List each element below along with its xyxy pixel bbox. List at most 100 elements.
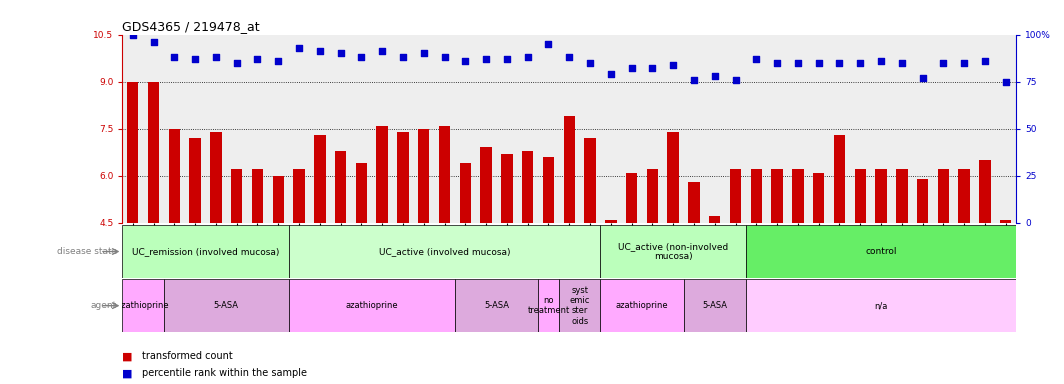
- Bar: [272, 176, 284, 223]
- Bar: [959, 169, 970, 223]
- Point: [894, 60, 911, 66]
- Text: 5-ASA: 5-ASA: [214, 301, 238, 310]
- Bar: [683, 279, 746, 332]
- Point: [997, 79, 1014, 85]
- Point: [332, 50, 349, 56]
- Point: [456, 58, 473, 64]
- Bar: [937, 169, 949, 223]
- Bar: [917, 179, 928, 223]
- Bar: [564, 116, 575, 223]
- Bar: [189, 138, 201, 223]
- Bar: [854, 169, 866, 223]
- Bar: [600, 279, 683, 332]
- Text: azathioprine: azathioprine: [346, 301, 398, 310]
- Point: [312, 48, 329, 55]
- Bar: [688, 182, 700, 223]
- Text: GDS4365 / 219478_at: GDS4365 / 219478_at: [122, 20, 260, 33]
- Bar: [793, 169, 803, 223]
- Bar: [771, 169, 783, 223]
- Text: percentile rank within the sample: percentile rank within the sample: [142, 368, 306, 378]
- Point: [851, 60, 868, 66]
- Point: [539, 41, 556, 47]
- Bar: [231, 169, 243, 223]
- Point: [810, 60, 827, 66]
- Bar: [896, 169, 908, 223]
- Point: [789, 60, 807, 66]
- Bar: [288, 225, 600, 278]
- Point: [478, 56, 495, 62]
- Point: [914, 75, 931, 81]
- Bar: [979, 160, 991, 223]
- Text: ■: ■: [122, 368, 133, 378]
- Point: [644, 65, 661, 71]
- Point: [768, 60, 785, 66]
- Bar: [730, 169, 742, 223]
- Bar: [746, 279, 1016, 332]
- Bar: [626, 172, 637, 223]
- Point: [561, 54, 578, 60]
- Bar: [480, 147, 492, 223]
- Point: [166, 54, 183, 60]
- Bar: [252, 169, 263, 223]
- Point: [602, 71, 619, 77]
- Bar: [647, 169, 659, 223]
- Point: [415, 50, 432, 56]
- Bar: [288, 279, 455, 332]
- Text: azathioprine: azathioprine: [616, 301, 668, 310]
- Bar: [397, 132, 409, 223]
- Bar: [460, 163, 471, 223]
- Point: [353, 54, 370, 60]
- Bar: [667, 132, 679, 223]
- Point: [373, 48, 390, 55]
- Point: [977, 58, 994, 64]
- Point: [498, 56, 515, 62]
- Text: UC_remission (involved mucosa): UC_remission (involved mucosa): [132, 247, 279, 256]
- Bar: [522, 151, 533, 223]
- Bar: [438, 126, 450, 223]
- Point: [727, 77, 744, 83]
- Point: [582, 60, 599, 66]
- Point: [249, 56, 266, 62]
- Text: UC_active (non-involved
mucosa): UC_active (non-involved mucosa): [618, 242, 728, 261]
- Bar: [834, 135, 845, 223]
- Bar: [127, 82, 138, 223]
- Text: ■: ■: [122, 351, 133, 361]
- Bar: [335, 151, 346, 223]
- Point: [519, 54, 536, 60]
- Point: [935, 60, 952, 66]
- Bar: [211, 132, 221, 223]
- Bar: [377, 126, 388, 223]
- Bar: [538, 279, 559, 332]
- Point: [228, 60, 245, 66]
- Point: [872, 58, 890, 64]
- Point: [748, 56, 765, 62]
- Text: disease state: disease state: [56, 247, 117, 256]
- Point: [955, 60, 972, 66]
- Text: azathioprine: azathioprine: [117, 301, 169, 310]
- Bar: [1000, 220, 1012, 223]
- Bar: [600, 225, 746, 278]
- Bar: [455, 279, 538, 332]
- Point: [624, 65, 641, 71]
- Point: [665, 61, 682, 68]
- Bar: [168, 129, 180, 223]
- Text: control: control: [865, 247, 897, 256]
- Point: [270, 58, 287, 64]
- Point: [124, 31, 142, 38]
- Text: 5-ASA: 5-ASA: [702, 301, 727, 310]
- Text: n/a: n/a: [875, 301, 887, 310]
- Bar: [148, 82, 160, 223]
- Bar: [543, 157, 554, 223]
- Point: [145, 39, 162, 45]
- Point: [290, 45, 307, 51]
- Bar: [314, 135, 326, 223]
- Point: [436, 54, 453, 60]
- Bar: [355, 163, 367, 223]
- Point: [395, 54, 412, 60]
- Text: transformed count: transformed count: [142, 351, 232, 361]
- Point: [186, 56, 203, 62]
- Point: [831, 60, 848, 66]
- Bar: [559, 279, 600, 332]
- Text: no
treatment: no treatment: [528, 296, 569, 315]
- Bar: [813, 172, 825, 223]
